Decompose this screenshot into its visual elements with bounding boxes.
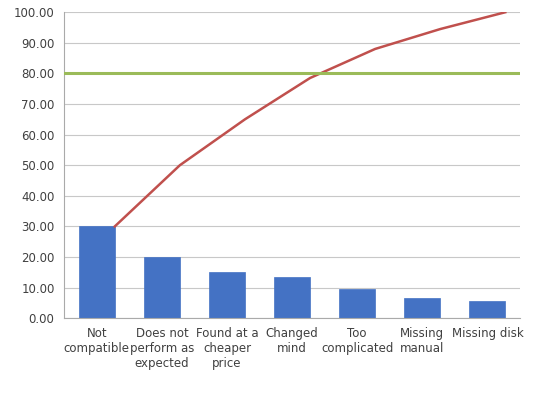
Bar — [404, 298, 440, 318]
Bar — [470, 302, 505, 318]
Bar — [79, 226, 115, 318]
Bar — [144, 257, 180, 318]
Bar — [274, 277, 310, 318]
Bar — [339, 289, 375, 318]
Bar — [209, 273, 245, 318]
